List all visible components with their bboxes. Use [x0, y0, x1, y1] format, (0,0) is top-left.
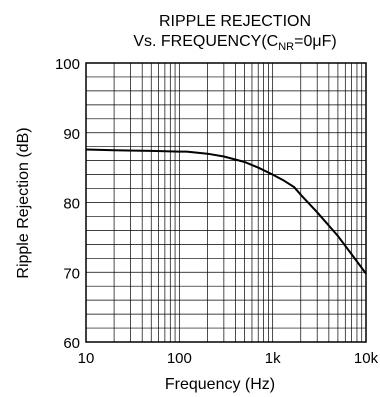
plot-frame: [85, 62, 367, 343]
y-axis-label: Ripple Rejection (dB): [15, 127, 32, 278]
chart-title-line-1: RIPPLE REJECTION: [159, 13, 311, 30]
y-tick-label: 60: [63, 335, 80, 352]
chart-title-subscript: NR: [278, 41, 294, 53]
ripple-rejection-curve: [85, 148, 367, 275]
y-tick-label: 100: [55, 56, 80, 73]
x-tick-label: 1k: [265, 350, 281, 367]
chart-title: RIPPLE REJECTION Vs. FREQUENCY(CNR=0μF): [133, 13, 336, 53]
x-tick-label: 10k: [354, 350, 379, 367]
x-tick-label: 10: [78, 350, 95, 367]
chart-title-prefix: Vs. FREQUENCY(C: [133, 33, 278, 50]
chart-tick-labels: 10 100 1k 10k 60 70 80 90 100: [55, 56, 379, 367]
y-tick-label: 70: [63, 265, 80, 282]
x-axis-label: Frequency (Hz): [165, 376, 275, 393]
chart-title-suffix: =0μF): [294, 33, 337, 50]
chart-title-line-2: Vs. FREQUENCY(CNR=0μF): [133, 33, 336, 53]
x-tick-label: 100: [167, 350, 192, 367]
y-tick-label: 80: [63, 196, 80, 213]
y-tick-label: 90: [63, 126, 80, 143]
chart-grid: [85, 62, 367, 343]
